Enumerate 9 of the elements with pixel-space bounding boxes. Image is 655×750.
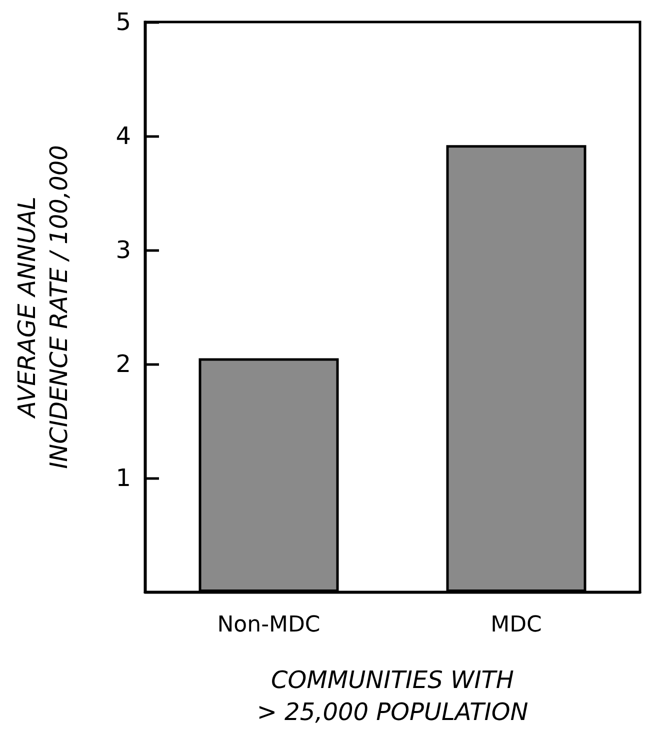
- y-tick-label: 4: [116, 122, 131, 150]
- y-tick-label: 2: [116, 350, 131, 378]
- y-tick-label: 3: [116, 236, 131, 264]
- x-axis-title: COMMUNITIES WITH > 25,000 POPULATION: [256, 666, 528, 726]
- y-axis-title: AVERAGE ANNUAL INCIDENCE RATE / 100,000: [13, 145, 73, 469]
- x-tick-label: Non-MDC: [217, 612, 320, 638]
- y-tick-label: 1: [116, 464, 131, 492]
- y-tick-label: 5: [116, 8, 131, 36]
- x-tick-label: MDC: [490, 612, 542, 638]
